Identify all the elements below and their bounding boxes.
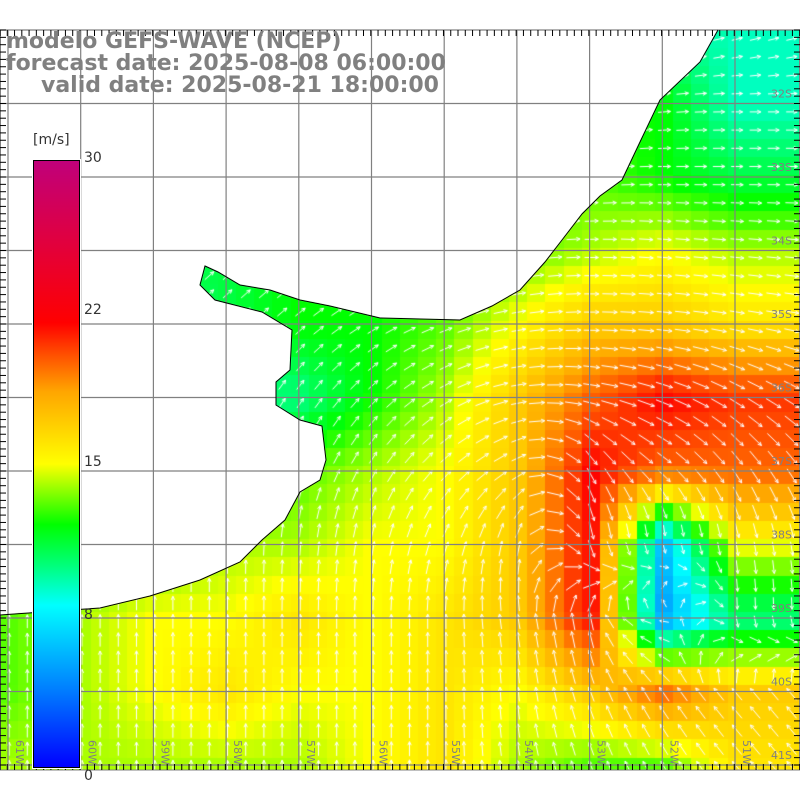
title-valid-date: valid date: 2025-08-21 18:00:00: [41, 73, 439, 98]
longitude-label: 51W: [740, 740, 753, 765]
longitude-label: 60W: [86, 740, 99, 765]
colorbar-unit: [m/s]: [33, 132, 70, 148]
longitude-labels: 61W 60W 59W 58W 57W 56W 55W 54W 53W 52W 51W: [13, 740, 753, 765]
latitude-label: 33S: [771, 161, 792, 174]
axis-ticks: [0, 29, 800, 770]
title-model: modelo GEFS-WAVE (NCEP): [6, 29, 342, 54]
lat-lon-grid: [0, 29, 800, 771]
latitude-label: 41S: [771, 749, 792, 762]
latitude-label: 34S: [771, 235, 792, 248]
longitude-label: 56W: [377, 740, 390, 765]
longitude-label: 57W: [304, 740, 317, 765]
longitude-label: 53W: [595, 740, 608, 765]
latitude-label: 37S: [771, 455, 792, 468]
latitude-label: 40S: [771, 676, 792, 689]
colorbar-label-30: 30: [84, 150, 102, 166]
latitude-label: 38S: [771, 529, 792, 542]
latitude-label: 35S: [771, 308, 792, 321]
map-frame: [0, 29, 800, 771]
latitude-label: 32S: [771, 88, 792, 101]
colorbar-label-8: 8: [84, 607, 93, 623]
longitude-label: 54W: [522, 740, 535, 765]
colorbar-label-22: 22: [84, 302, 102, 318]
colorbar-label-15: 15: [84, 454, 102, 470]
colorbar: [32, 159, 81, 769]
longitude-label: 61W: [13, 740, 26, 765]
latitude-label: 39S: [771, 602, 792, 615]
colorbar-label-0: 0: [84, 768, 93, 784]
latitude-label: 36S: [771, 382, 792, 395]
longitude-label: 52W: [667, 740, 680, 765]
longitude-label: 59W: [158, 740, 171, 765]
title-forecast-date: forecast date: 2025-08-08 06:00:00: [6, 51, 446, 76]
longitude-label: 55W: [449, 740, 462, 765]
longitude-label: 58W: [231, 740, 244, 765]
coastline: [0, 29, 719, 770]
latitude-labels: 32S 33S 34S 35S 36S 37S 38S 39S 40S 41S: [771, 88, 792, 763]
